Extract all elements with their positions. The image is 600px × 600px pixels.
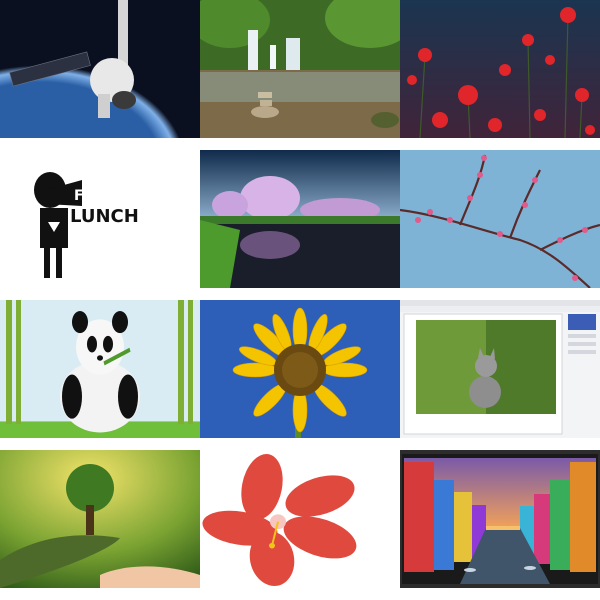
- logo-word-lunch: LUNCH: [70, 206, 139, 227]
- image-colorful-canal-town[interactable]: [400, 450, 600, 588]
- sunflower-image: [200, 300, 400, 438]
- colorful-canal-town-image: [400, 450, 600, 588]
- pink-blossom-branch-image: [400, 150, 600, 288]
- red-hibiscus-image: [200, 450, 400, 588]
- image-pink-blossom-branch[interactable]: [400, 150, 600, 288]
- space-capsule-image: [0, 0, 200, 138]
- panda-bamboo-image: [0, 300, 200, 438]
- image-red-poppies[interactable]: [400, 0, 600, 138]
- image-red-hibiscus[interactable]: [200, 450, 400, 588]
- image-kitten-in-editor[interactable]: [400, 300, 600, 438]
- image-tree-in-hands[interactable]: [0, 450, 200, 588]
- image-space-capsule[interactable]: [0, 0, 200, 138]
- tree-in-hands-image: [0, 450, 200, 588]
- image-sunflower[interactable]: [200, 300, 400, 438]
- free-lunch-logo-image: FREE LUNCH: [0, 150, 200, 288]
- image-purple-trees-lake[interactable]: [200, 150, 400, 288]
- purple-trees-lake-image: [200, 150, 400, 288]
- kitten-in-editor-image: [400, 300, 600, 438]
- image-panda-bamboo[interactable]: [0, 300, 200, 438]
- image-waterfall[interactable]: [200, 0, 400, 138]
- image-free-lunch-logo[interactable]: FREE LUNCH: [0, 150, 200, 288]
- logo-word-free: FREE: [74, 188, 113, 204]
- waterfall-image: [200, 0, 400, 138]
- red-poppies-image: [400, 0, 600, 138]
